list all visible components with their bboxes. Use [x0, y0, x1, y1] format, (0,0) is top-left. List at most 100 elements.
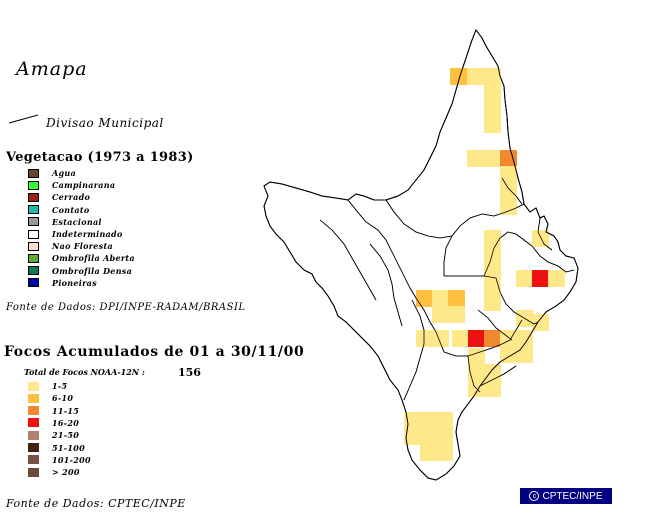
fire-cell: [532, 314, 549, 331]
fire-cell: [416, 330, 433, 347]
fire-cell: [432, 290, 449, 307]
fire-cell: [436, 412, 453, 429]
fire-cell: [432, 306, 449, 323]
fire-class-swatch: [28, 393, 39, 403]
municipal-divisions-overlay: [319, 177, 575, 401]
vegetation-swatch: [28, 180, 39, 190]
vegetation-legend-item: Agua: [28, 167, 76, 179]
fire-class-label: 11-15: [52, 405, 80, 416]
vegetation-legend-item: Contato: [28, 204, 90, 216]
fire-cell: [468, 330, 485, 347]
fire-cell: [467, 68, 484, 85]
vegetation-legend-item: Estacional: [28, 216, 102, 228]
fire-cell: [500, 346, 517, 363]
fire-cell: [484, 330, 501, 347]
fire-legend-item: 21-50: [28, 429, 79, 441]
fire-cell: [450, 68, 467, 85]
fire-cell: [416, 290, 433, 307]
fire-cell: [420, 444, 437, 461]
vegetation-legend-item: Cerrado: [28, 191, 90, 203]
fire-class-swatch: [28, 381, 39, 391]
fire-cell: [516, 330, 533, 347]
vegetation-swatch: [28, 168, 39, 178]
fire-cell: [432, 330, 449, 347]
municipal-boundary-label: Divisao Municipal: [46, 116, 164, 130]
fire-cell: [484, 278, 501, 295]
fire-cell: [484, 100, 501, 117]
vegetation-swatch: [28, 192, 39, 202]
vegetation-label: Nao Floresta: [52, 241, 113, 252]
fire-cell: [484, 150, 501, 167]
fire-cell: [500, 166, 517, 183]
fire-cell: [448, 306, 465, 323]
vegetation-legend-title: Vegetacao (1973 a 1983): [6, 150, 194, 165]
map-title: Amapa: [16, 58, 88, 80]
fire-legend-item: 1-5: [28, 380, 67, 392]
fire-legend-title: Focos Acumulados de 01 a 30/11/00: [4, 344, 305, 360]
vegetation-label: Contato: [52, 204, 90, 215]
fire-legend-item: 51-100: [28, 442, 85, 454]
fire-source: Fonte de Dados: CPTEC/INPE: [6, 497, 186, 510]
fire-legend-item: 11-15: [28, 405, 79, 417]
fire-cell: [500, 182, 517, 199]
fire-cell: [516, 270, 533, 287]
vegetation-legend-item: Ombrofila Aberta: [28, 252, 135, 264]
credit-text: CPTEC/INPE: [542, 490, 603, 502]
fire-total-value: 156: [178, 366, 201, 379]
fire-class-label: 1-5: [52, 381, 68, 391]
municipal-boundary-symbol: [8, 114, 39, 124]
vegetation-label: Indeterminado: [52, 229, 123, 239]
vegetation-label: Pioneiras: [52, 277, 97, 288]
fire-class-swatch: [28, 455, 39, 465]
vegetation-swatch: [28, 241, 39, 251]
vegetation-label: Estacional: [52, 216, 102, 227]
vegetation-legend-item: Indeterminado: [28, 228, 123, 240]
fire-class-swatch: [28, 406, 39, 416]
fire-cell: [484, 68, 501, 85]
fire-cell: [452, 330, 469, 347]
vegetation-swatch: [28, 253, 39, 263]
fire-class-label: 51-100: [52, 442, 85, 453]
fire-cell: [500, 198, 517, 215]
fire-cell: [436, 428, 453, 445]
fire-legend-item: 6-10: [28, 392, 73, 404]
fire-class-label: > 200: [52, 467, 80, 478]
vegetation-swatch: [28, 278, 39, 288]
fire-legend-item: 16-20: [28, 417, 79, 429]
fire-cell: [484, 230, 501, 247]
fire-cell: [548, 270, 565, 287]
vegetation-swatch: [28, 205, 39, 215]
vegetation-swatch: [28, 266, 39, 276]
fire-legend-item: > 200: [28, 466, 80, 478]
fire-cell: [484, 84, 501, 101]
fire-cell: [516, 346, 533, 363]
fire-cell: [436, 444, 453, 461]
fire-cell: [532, 270, 549, 287]
fire-total-label: Total de Focos NOAA-12N :: [24, 367, 145, 377]
fire-class-swatch: [28, 443, 39, 452]
fire-cell: [420, 412, 437, 429]
vegetation-swatch: [28, 229, 39, 239]
fire-class-label: 101-200: [52, 454, 91, 465]
vegetation-legend-item: Campinarana: [28, 179, 115, 191]
fire-class-swatch: [28, 467, 39, 477]
fire-cell: [484, 294, 501, 311]
fire-legend-item: 101-200: [28, 454, 91, 466]
cptec-credit-badge: c CPTEC/INPE: [520, 488, 612, 504]
copyright-icon: c: [529, 491, 540, 501]
vegetation-legend-item: Pioneiras: [28, 277, 97, 289]
fire-class-swatch: [28, 418, 39, 428]
fire-cell: [467, 150, 484, 167]
vegetation-label: Agua: [52, 168, 77, 178]
vegetation-source: Fonte de Dados: DPI/INPE-RADAM/BRASIL: [6, 302, 246, 313]
vegetation-label: Campinarana: [52, 180, 116, 191]
vegetation-legend-item: Ombrofila Densa: [28, 265, 132, 277]
vegetation-label: Ombrofila Aberta: [52, 253, 135, 264]
fire-cell: [500, 150, 517, 167]
fire-cell: [448, 290, 465, 307]
fire-class-swatch: [28, 430, 39, 440]
vegetation-label: Cerrado: [52, 192, 91, 203]
fire-cell: [420, 428, 437, 445]
fire-cell: [404, 428, 421, 445]
